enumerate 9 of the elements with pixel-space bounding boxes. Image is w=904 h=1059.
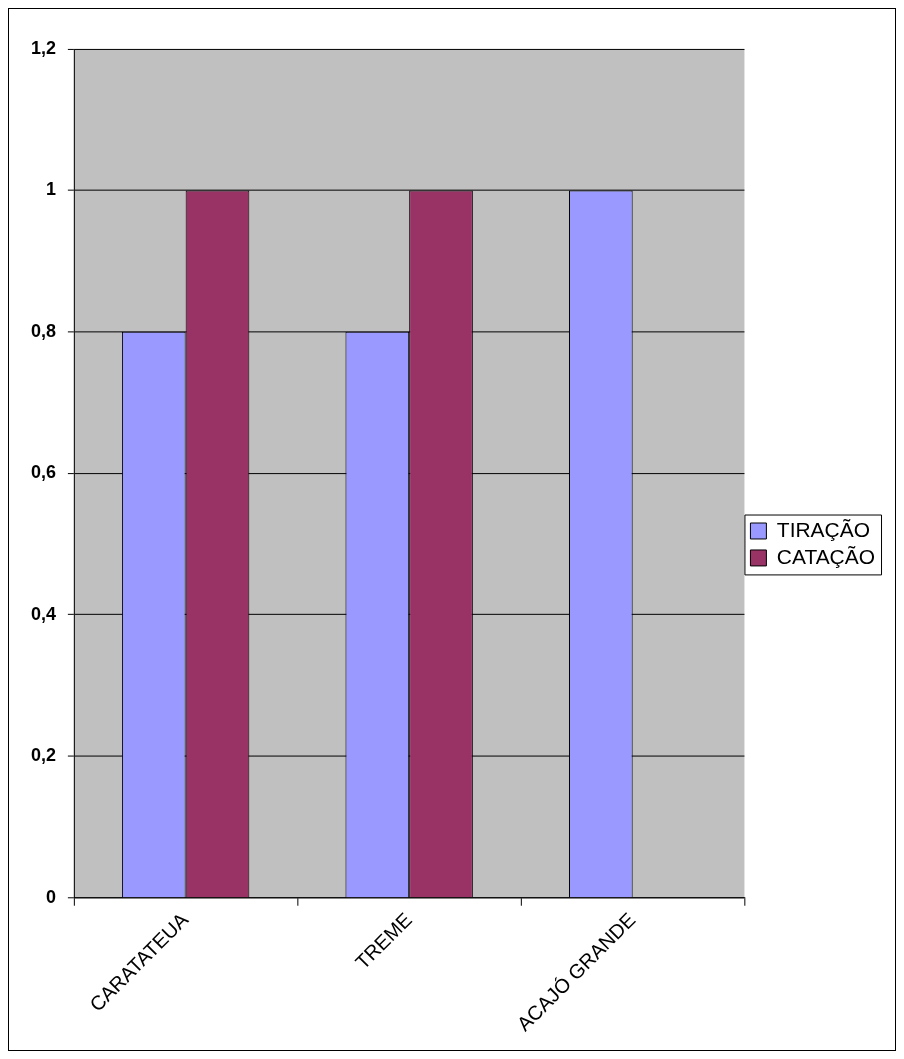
y-tick-label: 0,8 (30, 320, 56, 341)
y-tick-label: 0,4 (30, 603, 56, 624)
y-tick-label: 0,2 (30, 745, 56, 766)
y-tick-label: 1 (45, 179, 56, 200)
y-tick-label: 1,2 (30, 37, 56, 58)
legend-label: CATAÇÃO (776, 544, 875, 568)
legend-label: TIRAÇÃO (776, 517, 870, 541)
y-tick-label: 0 (45, 886, 56, 907)
y-tick-label: 0,6 (30, 462, 56, 483)
